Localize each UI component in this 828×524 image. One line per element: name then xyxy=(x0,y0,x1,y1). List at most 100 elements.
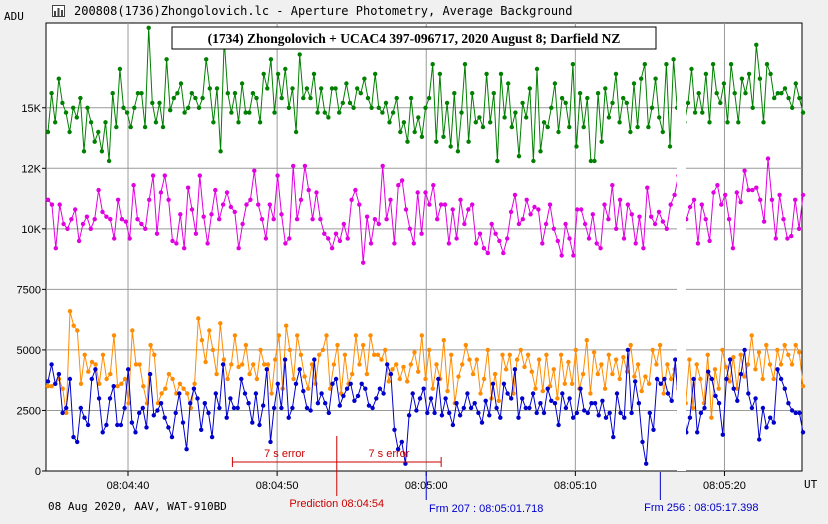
point-green xyxy=(225,91,230,96)
point-green xyxy=(114,124,119,130)
point-green xyxy=(448,144,453,149)
point-magenta xyxy=(49,202,55,207)
point-blue xyxy=(552,401,558,406)
point-green xyxy=(315,110,320,115)
point-magenta xyxy=(785,236,790,241)
point-magenta xyxy=(543,221,549,227)
point-blue xyxy=(443,396,448,401)
point-blue xyxy=(731,386,736,391)
point-green xyxy=(387,120,392,125)
point-green xyxy=(128,124,133,130)
point-magenta xyxy=(135,217,140,222)
point-green xyxy=(283,66,288,72)
point-blue xyxy=(567,396,572,401)
point-green xyxy=(657,115,662,120)
point-blue xyxy=(144,425,149,430)
point-green xyxy=(311,71,317,77)
point-orange xyxy=(599,362,604,367)
chart-title-box: (1734) Zhongolovich + UCAC4 397-096717, … xyxy=(171,26,657,50)
point-magenta xyxy=(505,236,510,241)
point-green xyxy=(470,91,475,96)
point-magenta xyxy=(508,209,514,215)
point-orange xyxy=(75,328,80,333)
point-magenta xyxy=(730,246,736,251)
point-green xyxy=(232,91,238,96)
point-orange xyxy=(390,367,395,372)
point-orange xyxy=(463,342,468,348)
point-orange xyxy=(313,381,318,386)
point-green xyxy=(383,100,389,106)
point-green xyxy=(53,120,58,125)
point-blue xyxy=(239,376,244,382)
point-magenta xyxy=(252,168,257,173)
point-blue xyxy=(158,401,164,406)
point-orange xyxy=(207,328,212,333)
point-blue xyxy=(735,398,740,403)
point-magenta xyxy=(758,197,763,202)
point-orange xyxy=(613,357,619,362)
point-orange xyxy=(386,379,391,384)
point-blue xyxy=(465,391,470,396)
point-green xyxy=(434,139,439,144)
point-magenta xyxy=(715,183,720,188)
point-magenta xyxy=(275,173,280,178)
point-magenta xyxy=(796,226,802,231)
point-orange xyxy=(368,333,373,338)
point-green xyxy=(786,95,791,101)
point-green xyxy=(186,105,191,111)
point-green xyxy=(797,95,802,101)
point-green xyxy=(480,124,486,130)
point-green xyxy=(362,76,367,81)
point-orange xyxy=(104,376,109,382)
point-magenta xyxy=(80,221,86,227)
point-orange xyxy=(503,367,509,372)
point-green xyxy=(527,86,532,91)
point-magenta xyxy=(220,202,226,207)
point-blue xyxy=(323,401,328,406)
point-blue xyxy=(432,410,437,416)
point-orange xyxy=(218,321,223,326)
point-blue xyxy=(67,376,73,382)
point-blue xyxy=(388,371,394,377)
point-green xyxy=(772,95,777,101)
point-blue xyxy=(250,420,255,425)
point-magenta xyxy=(166,197,171,202)
point-blue xyxy=(213,391,218,396)
point-green xyxy=(373,71,378,77)
point-orange xyxy=(533,386,538,391)
point-magenta xyxy=(127,236,132,241)
point-green xyxy=(689,66,694,72)
point-green xyxy=(301,95,306,101)
y-tick-label: 7500 xyxy=(17,284,41,296)
point-blue xyxy=(738,371,744,377)
point-blue xyxy=(468,405,474,411)
point-green xyxy=(236,120,241,125)
point-magenta xyxy=(614,226,619,231)
point-magenta xyxy=(100,209,105,215)
point-orange xyxy=(405,379,410,384)
point-blue xyxy=(140,405,145,411)
point-green xyxy=(96,129,101,135)
point-blue xyxy=(757,437,762,442)
point-magenta xyxy=(361,260,366,265)
point-blue xyxy=(640,439,645,445)
point-magenta xyxy=(427,202,432,207)
point-orange xyxy=(723,364,729,370)
point-magenta xyxy=(88,226,94,231)
point-green xyxy=(261,71,266,77)
point-blue xyxy=(410,391,415,396)
point-blue xyxy=(195,396,200,401)
point-orange xyxy=(302,374,307,379)
point-blue xyxy=(315,401,321,406)
point-blue xyxy=(381,391,386,396)
point-green xyxy=(473,120,478,125)
point-orange xyxy=(558,352,564,357)
point-blue xyxy=(111,384,116,389)
point-magenta xyxy=(524,197,529,202)
point-green xyxy=(290,86,295,91)
point-magenta xyxy=(248,197,253,202)
point-blue xyxy=(224,415,229,420)
point-magenta xyxy=(719,202,724,207)
point-green xyxy=(340,100,345,106)
point-magenta xyxy=(481,246,487,251)
